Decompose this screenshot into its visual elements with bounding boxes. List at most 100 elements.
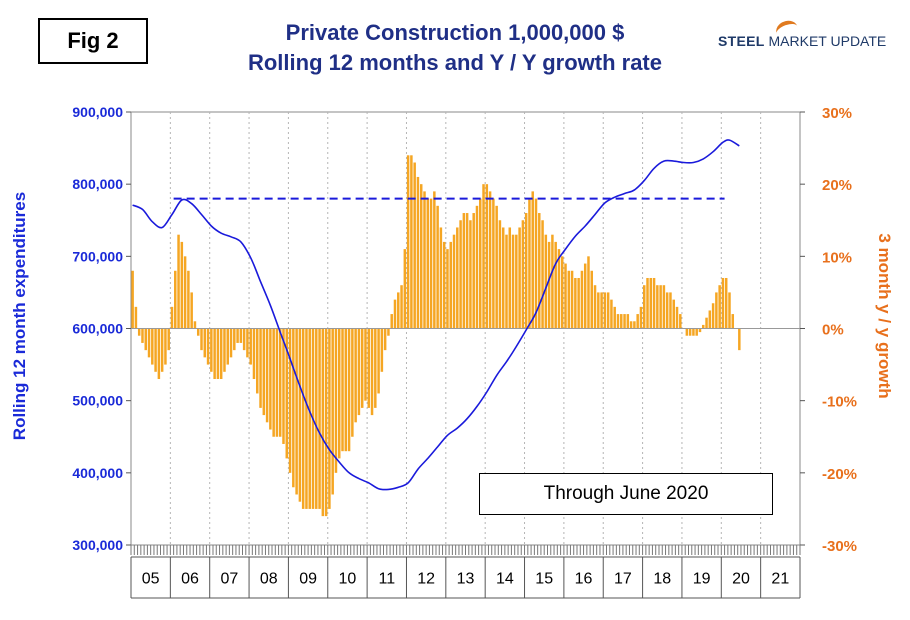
year-label: 11 [378, 571, 395, 588]
growth-bar [397, 292, 400, 329]
growth-bar [711, 303, 715, 329]
growth-bar [728, 292, 731, 329]
growth-bar [620, 314, 623, 329]
growth-bar [452, 234, 456, 329]
growth-bar [623, 314, 626, 329]
growth-bar [669, 292, 672, 329]
growth-bar [436, 205, 439, 329]
growth-bar [593, 285, 597, 329]
left-axis-ticks: 300,000 400,000 500,000 600,000 700,000 800,0… [72, 104, 131, 553]
growth-bar [278, 328, 282, 437]
growth-bar [233, 328, 236, 351]
growth-bar [465, 213, 469, 329]
growth-bar [475, 205, 479, 329]
growth-bar [708, 310, 712, 329]
growth-bar [462, 213, 466, 329]
x-axis-year-table: 05 06 07 08 09 10 11 12 13 14 15 16 17 18 19 20 21 [130, 556, 801, 599]
growth-bar [318, 328, 321, 509]
growth-bar [426, 198, 430, 329]
growth-bar [315, 328, 318, 509]
growth-bar [649, 277, 653, 329]
growth-bar [229, 328, 233, 358]
growth-bar [351, 328, 354, 437]
growth-bar [157, 328, 161, 380]
growth-bar [174, 270, 177, 329]
growth-bar [331, 328, 334, 495]
growth-bar [167, 328, 170, 351]
growth-bar [524, 213, 528, 329]
right-tick-label: -10% [822, 394, 857, 411]
growth-bar [180, 241, 184, 329]
growth-bar [223, 328, 226, 372]
growth-bar [170, 306, 174, 329]
growth-bar [193, 321, 197, 329]
growth-bar [705, 317, 708, 329]
growth-bar [298, 328, 302, 502]
growth-bar [285, 328, 289, 459]
growth-bar [374, 328, 377, 408]
growth-bar [239, 328, 243, 343]
growth-bar [479, 198, 482, 329]
year-label: 12 [417, 571, 435, 588]
growth-bar [547, 241, 551, 329]
growth-bar [377, 328, 380, 394]
growth-bar [242, 328, 246, 351]
growth-bar [488, 191, 492, 329]
year-label: 14 [496, 571, 514, 588]
growth-bar [485, 184, 489, 329]
growth-bar [200, 328, 203, 351]
growth-bar [183, 256, 187, 329]
growth-bar [413, 162, 416, 329]
right-tick-label: 30% [822, 105, 852, 122]
growth-bar [324, 328, 328, 517]
year-label: 07 [220, 571, 238, 588]
growth-bar [354, 328, 357, 423]
growth-bar [633, 321, 636, 329]
growth-bar [508, 227, 512, 329]
growth-bar [724, 277, 728, 329]
growth-bar [515, 234, 518, 329]
growth-bar [626, 314, 630, 329]
growth-bar [679, 314, 682, 329]
growth-bar [616, 314, 620, 329]
year-label: 09 [299, 571, 317, 588]
left-tick-label: 900,000 [72, 104, 123, 120]
year-label: 05 [142, 571, 160, 588]
growth-bar [134, 306, 138, 329]
left-axis-label: Rolling 12 month expenditures [10, 191, 29, 441]
growth-bar [196, 328, 200, 336]
growth-bar [662, 285, 666, 329]
growth-bar [439, 227, 443, 329]
month-tick-marks [130, 545, 801, 555]
growth-bar [383, 328, 387, 351]
growth-bar [190, 292, 193, 329]
growth-bar [410, 155, 413, 329]
rolling-12m-line [132, 139, 740, 491]
growth-bar [321, 328, 325, 517]
growth-bar [577, 277, 580, 329]
growth-bar [583, 263, 587, 329]
left-tick-label: 400,000 [72, 465, 123, 481]
right-tick-label: 20% [822, 177, 852, 194]
year-label: 15 [535, 571, 553, 588]
growth-bar [610, 299, 613, 329]
growth-bar [629, 321, 633, 329]
growth-bar [652, 277, 656, 329]
growth-bar [718, 285, 721, 329]
growth-bar [692, 328, 695, 336]
growth-bar [442, 241, 446, 329]
year-label: 20 [732, 571, 750, 588]
growth-bar [210, 328, 213, 372]
year-label: 08 [260, 571, 278, 588]
growth-bar [456, 227, 459, 329]
growth-bar [328, 328, 331, 509]
growth-bar [288, 328, 292, 473]
growth-bar [731, 314, 735, 329]
growth-bar [360, 328, 364, 408]
growth-bar [511, 234, 515, 329]
year-label: 18 [653, 571, 671, 588]
year-label: 10 [339, 571, 357, 588]
growth-bar [600, 292, 603, 329]
growth-bar [256, 328, 259, 394]
growth-bar [347, 328, 351, 452]
